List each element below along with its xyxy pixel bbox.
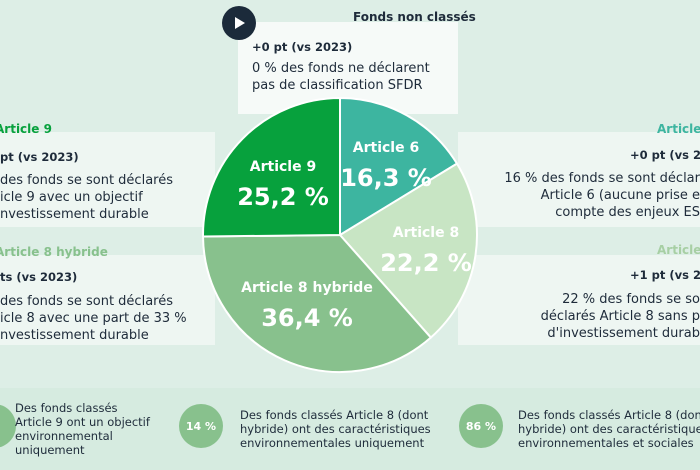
article6-card: [458, 132, 700, 227]
bottom-text-2: Des fonds classés Article 8 (dont hybrid…: [240, 408, 431, 450]
article9-card-text: des fonds se sont déclarés icle 9 avec u…: [0, 173, 173, 222]
article6-card-text: 16 % des fonds se sont déclar Article 6 …: [504, 171, 700, 220]
article8-hybride-card-title: Article 8 hybride: [0, 245, 108, 259]
slice-label-article-9: Article 9: [250, 159, 316, 175]
article9-card-change: pt (vs 2023): [0, 150, 79, 164]
slice-value-article-8-hybride: 36,4 %: [261, 304, 353, 332]
bottom-badge-1: [0, 404, 16, 448]
bottom-band: [0, 388, 700, 470]
article6-card-title: Article 6: [657, 122, 700, 136]
slice-value-article-9: 25,2 %: [237, 183, 329, 211]
unclassified-change: +0 pt (vs 2023): [252, 40, 353, 54]
bottom-badge-3: 86 %: [459, 404, 503, 448]
article9-card: [0, 132, 215, 227]
article9-card-title: Article 9: [0, 122, 52, 136]
slice-label-article-8: Article 8: [393, 225, 459, 241]
article6-card-change: +0 pt (vs 2023: [630, 148, 700, 162]
article8-hybride-card: [0, 255, 215, 345]
article8-card: [458, 255, 700, 345]
slice-value-article-8: 22,2 %: [380, 249, 472, 277]
play-icon: [235, 17, 245, 29]
unclassified-text: 0 % des fonds ne déclarent pas de classi…: [252, 61, 430, 93]
slice-label-article-6: Article 6: [353, 140, 419, 156]
article8-hybride-card-text: des fonds se sont déclarés icle 8 avec u…: [0, 294, 187, 343]
pie-slice-article-9: [202, 96, 341, 238]
article8-card-title: Article 8: [657, 243, 700, 257]
pie-slice-article-8: [338, 162, 478, 339]
pie-slice-article-6: [339, 96, 459, 237]
article8-hybride-card-change: ts (vs 2023): [0, 270, 78, 284]
slice-value-article-6: 16,3 %: [340, 164, 432, 192]
slice-label-article-8-hybride: Article 8 hybride: [241, 280, 373, 296]
bottom-text-3: Des fonds classés Article 8 (dont hybrid…: [518, 408, 700, 450]
pie-slice-article-8-hybride: [201, 233, 433, 373]
play-button[interactable]: [222, 6, 256, 40]
bottom-badge-2: 14 %: [179, 404, 223, 448]
article8-card-change: +1 pt (vs 202: [630, 268, 700, 282]
article8-card-text: 22 % des fonds se so déclarés Article 8 …: [540, 292, 700, 341]
bottom-text-1: Des fonds classés Article 9 ont un objec…: [15, 401, 150, 457]
unclassified-title: Fonds non classés: [353, 10, 476, 24]
